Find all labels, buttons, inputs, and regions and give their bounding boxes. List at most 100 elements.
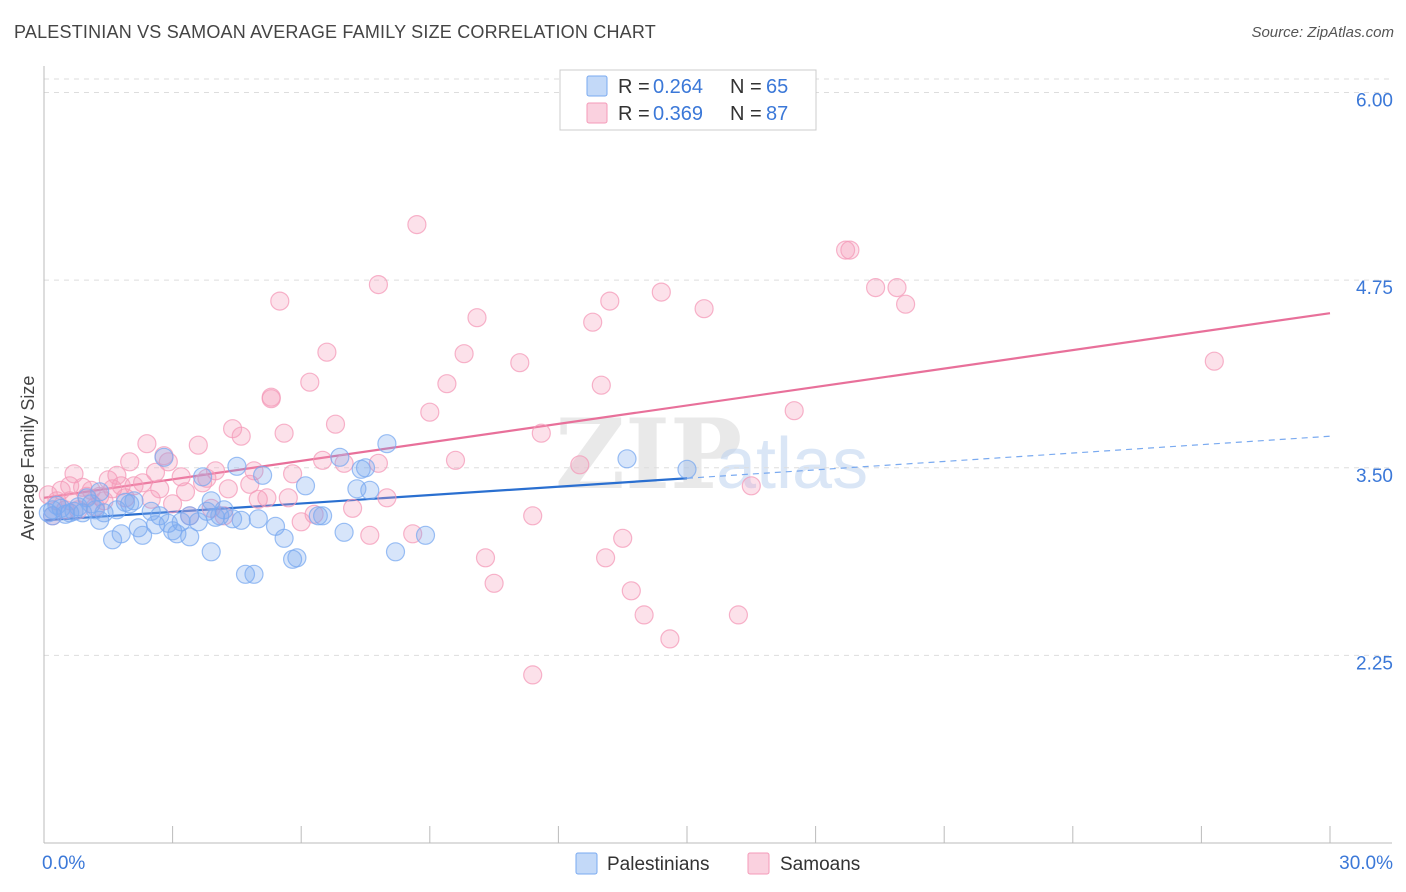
palestinian-point <box>244 564 264 584</box>
samoan-point <box>283 464 303 484</box>
palestinian-point <box>201 542 221 562</box>
samoan-point <box>784 401 804 421</box>
samoan-point <box>120 452 140 472</box>
samoan-point <box>728 605 749 625</box>
samoan-point <box>484 573 504 593</box>
palestinian-point <box>274 528 294 548</box>
legend-r-label-0: R = <box>618 76 650 98</box>
samoan-point <box>475 548 496 568</box>
samoan-point <box>107 465 127 485</box>
watermark-atlas: atlas <box>716 424 868 504</box>
samoan-point <box>454 344 474 364</box>
samoan-point <box>133 473 153 493</box>
chart-source: Source: ZipAtlas.com <box>1251 24 1394 41</box>
samoan-point <box>274 423 294 443</box>
axes: 2.25 3.50 4.75 6.00 <box>43 66 1393 844</box>
samoan-point <box>64 464 84 484</box>
watermark-zip: ZIP <box>555 398 742 511</box>
palestinian-point <box>227 456 247 476</box>
samoan-point <box>175 482 196 502</box>
palestinian-point <box>617 449 637 469</box>
samoan-point <box>445 450 466 470</box>
samoan-point <box>407 215 427 235</box>
samoan-point <box>835 240 856 260</box>
x-tick-label-max: 30.0% <box>1339 853 1393 874</box>
samoan-point <box>523 665 543 685</box>
bottom-legend-swatch-palestinians <box>575 852 598 875</box>
samoan-point <box>278 488 298 508</box>
samoan-point <box>368 275 388 295</box>
samoan-point <box>887 278 907 298</box>
palestinian-point <box>377 434 397 454</box>
samoan-point <box>437 374 457 394</box>
samoan-point <box>583 312 603 332</box>
legend-n-value-1: 87 <box>766 103 788 125</box>
legend-swatch-samoans <box>586 102 608 124</box>
samoan-point <box>531 423 551 443</box>
samoan-point <box>137 434 157 454</box>
bottom-legend: Palestinians Samoans <box>575 852 860 875</box>
y-tick-label: 3.50 <box>1356 466 1393 487</box>
samoan-point <box>317 342 337 362</box>
samoan-point <box>694 299 714 319</box>
samoan-point <box>325 414 346 434</box>
samoan-point <box>218 479 238 499</box>
samoan-point <box>150 479 170 499</box>
palestinian-point <box>313 506 333 526</box>
palestinian-point <box>111 524 131 544</box>
bottom-legend-label-palestinians: Palestinians <box>607 854 709 875</box>
samoan-point <box>600 291 620 311</box>
samoan-point <box>171 467 191 487</box>
samoan-point <box>840 240 860 260</box>
x-tick-label-min: 0.0% <box>42 853 85 874</box>
legend-n-label-0: N = <box>730 76 762 98</box>
data-points <box>38 215 1224 685</box>
palestinian-point <box>154 447 174 467</box>
samoan-point <box>300 372 320 392</box>
palestinian-point <box>90 482 110 502</box>
y-tick-label: 6.00 <box>1356 91 1393 112</box>
samoan-point <box>660 629 680 649</box>
samoan-point <box>595 548 616 568</box>
palestinian-point <box>180 527 200 547</box>
palestinian-point <box>295 476 316 496</box>
legend-n-label-1: N = <box>730 103 762 125</box>
palestinian-point <box>287 548 307 568</box>
palestinian-point <box>248 509 268 529</box>
samoan-point <box>313 450 333 470</box>
palestinian-point <box>193 467 213 487</box>
samoan-point <box>510 353 530 373</box>
legend-r-value-0: 0.264 <box>653 76 703 98</box>
palestinian-point <box>385 542 406 562</box>
samoan-point <box>523 506 543 526</box>
legend: R = 0.264 N = 65 R = 0.369 N = 87 <box>559 69 817 131</box>
y-axis-title: Average Family Size <box>18 376 38 541</box>
samoan-point <box>467 308 487 328</box>
palestinian-point <box>330 447 350 467</box>
palestinian-point <box>133 525 153 545</box>
samoan-point <box>570 455 590 475</box>
samoan-point <box>591 375 611 395</box>
samoan-point <box>257 488 277 508</box>
samoan-point <box>420 402 440 422</box>
bottom-legend-label-samoans: Samoans <box>780 854 860 875</box>
bottom-legend-swatch-samoans <box>747 852 770 875</box>
palestinian-point <box>334 522 354 542</box>
samoan-point <box>163 494 183 514</box>
palestinian-point <box>308 506 328 526</box>
legend-box <box>559 69 817 131</box>
y-tick-label: 2.25 <box>1356 653 1393 674</box>
palestinian-point <box>231 510 251 530</box>
palestinian-point <box>355 458 376 478</box>
samoan-point <box>377 488 397 508</box>
samoan-point <box>741 476 761 496</box>
palestinian-point <box>124 491 144 511</box>
chart-title: PALESTINIAN VS SAMOAN AVERAGE FAMILY SIZ… <box>14 22 656 42</box>
samoan-point <box>270 291 290 311</box>
samoan-point <box>1204 351 1224 371</box>
legend-r-value-1: 0.369 <box>653 103 703 125</box>
samoan-point <box>634 605 654 625</box>
palestinian-point <box>677 459 697 479</box>
samoan-point <box>343 498 363 518</box>
